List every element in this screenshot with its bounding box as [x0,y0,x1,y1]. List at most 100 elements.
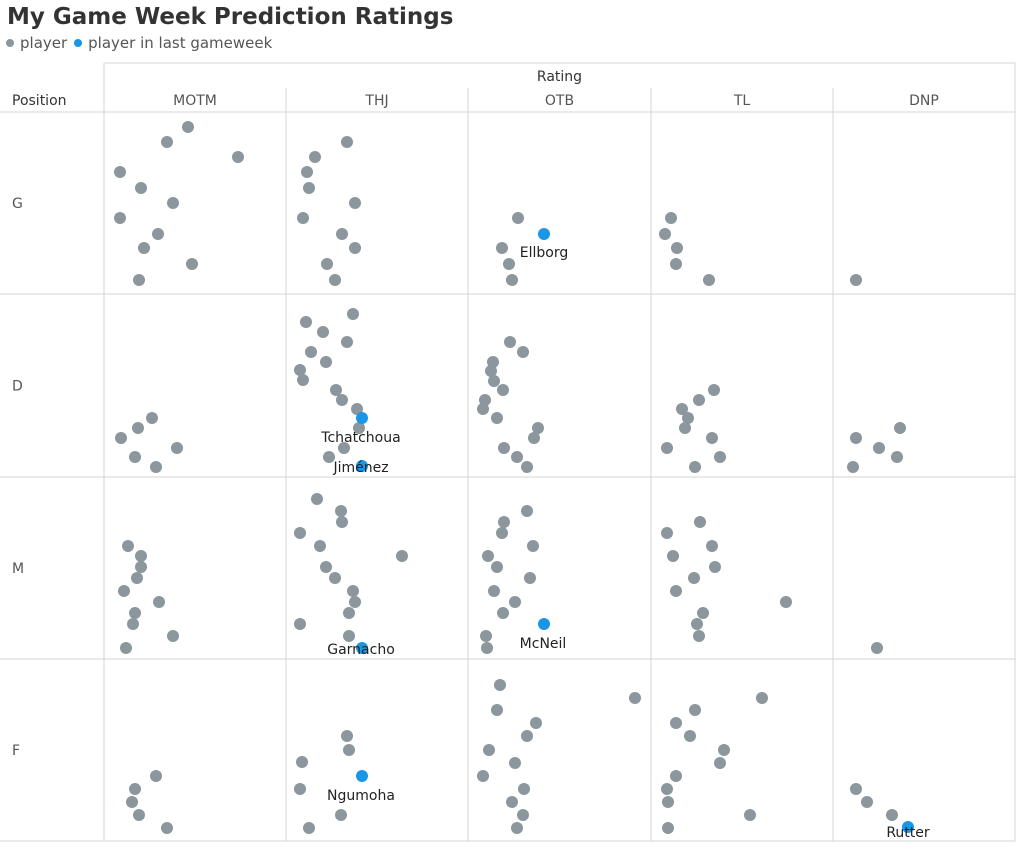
player-dot [336,394,348,406]
player-dot [479,394,491,406]
player-dot-last-gameweek-jimenez [356,460,368,472]
player-dot [309,151,321,163]
player-dot [488,585,500,597]
player-dot [341,336,353,348]
legend-dot-player [6,39,14,47]
player-dot [524,572,536,584]
player-dot [496,242,508,254]
player-dot [480,630,492,642]
player-dot [521,505,533,517]
player-dot [894,422,906,434]
player-dot [171,442,183,454]
player-dot [114,212,126,224]
chart-title: My Game Week Prediction Ratings [7,4,454,30]
player-dot [129,451,141,463]
player-dot [506,274,518,286]
player-dot [491,412,503,424]
player-dot [530,717,542,729]
player-dot [694,516,706,528]
player-dot [498,442,510,454]
player-dot [115,432,127,444]
player-dot [682,412,694,424]
player-label-jimenez: Jiménez [332,460,388,476]
player-dot [850,432,862,444]
legend-label-last-gameweek: player in last gameweek [88,34,273,52]
column-header-motm: MOTM [173,93,217,109]
player-dot [684,730,696,742]
player-dot [133,274,145,286]
player-dot [129,783,141,795]
player-dot [481,642,493,654]
player-dot [718,744,730,756]
player-dot [294,527,306,539]
player-dot [756,692,768,704]
player-dot [347,585,359,597]
player-dot [120,642,132,654]
player-dot [296,756,308,768]
player-dot [133,809,145,821]
player-dot [294,618,306,630]
column-header-tl: TL [733,93,751,109]
player-dot [861,796,873,808]
player-dot [135,561,147,573]
player-dot [186,258,198,270]
player-dot [528,432,540,444]
player-dot [512,212,524,224]
player-dot [138,242,150,254]
player-dot [305,346,317,358]
player-dot [167,197,179,209]
player-dot [491,561,503,573]
player-dot [335,809,347,821]
player-dot [341,730,353,742]
player-dot [494,679,506,691]
player-dot [873,442,885,454]
player-dot [509,757,521,769]
player-dot [338,442,350,454]
player-dot [871,642,883,654]
player-dot [353,422,365,434]
player-dot [886,809,898,821]
player-dot [661,442,673,454]
player-dot [527,540,539,552]
player-dot [662,822,674,834]
player-dot [135,182,147,194]
player-dot [506,796,518,808]
player-dot [294,783,306,795]
player-dot [891,451,903,463]
player-dot [311,493,323,505]
player-dot [504,336,516,348]
player-label-tchatchoua: Tchatchoua [320,430,400,446]
legend-item-player: player [6,34,67,52]
player-dot [482,550,494,562]
player-dot [629,692,641,704]
player-dot [714,451,726,463]
player-dot [706,432,718,444]
player-dot [321,258,333,270]
player-dot [297,212,309,224]
player-dot [114,166,126,178]
player-dot [780,596,792,608]
player-dot [341,136,353,148]
player-dot [714,757,726,769]
player-dot-last-gameweek-tchatchoua [356,412,368,424]
rating-header: Rating [537,69,582,85]
player-dot [670,585,682,597]
row-header-d: D [12,379,23,395]
player-dot [671,242,683,254]
player-dot [708,384,720,396]
player-dot [349,197,361,209]
column-header-thj: THJ [364,93,388,109]
player-dot [517,809,529,821]
player-dot [317,326,329,338]
player-dot [670,770,682,782]
player-dot [122,540,134,552]
player-dot [483,744,495,756]
player-dot [503,258,515,270]
player-dot [850,783,862,795]
player-dot [336,516,348,528]
player-dot-last-gameweek-mcneil [538,618,550,630]
player-dot [323,451,335,463]
player-dot [161,136,173,148]
player-dot [509,596,521,608]
